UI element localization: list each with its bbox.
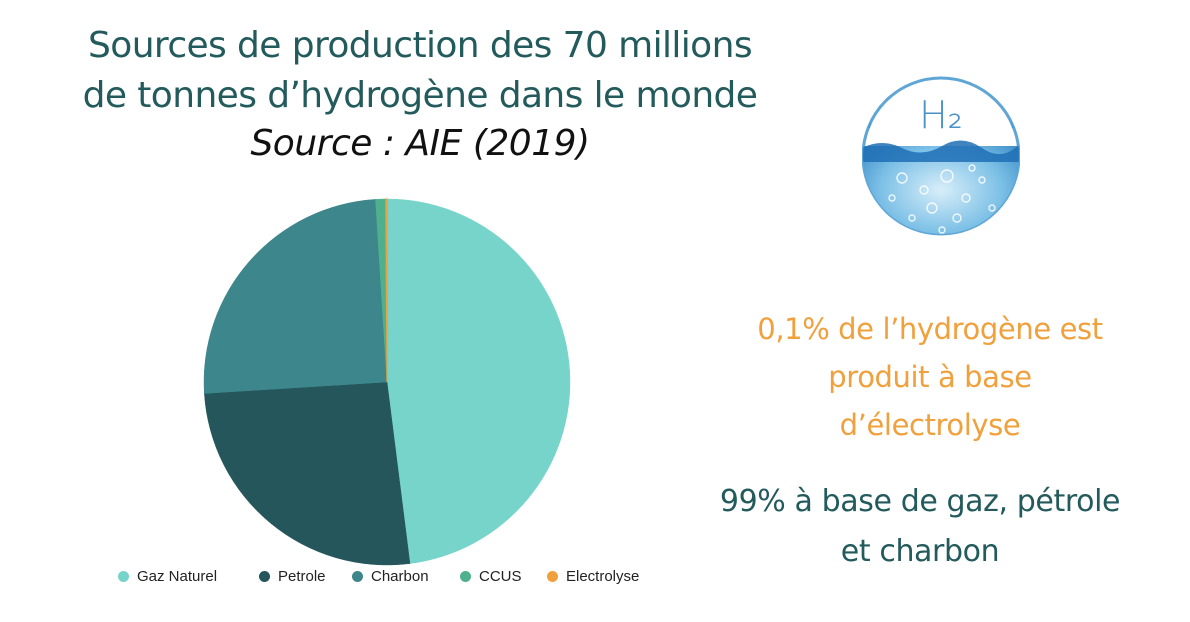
- legend-item-ccus: CCUS: [460, 568, 522, 585]
- electrolyse-note-line3: d’électrolyse: [839, 408, 1021, 442]
- legend-dot-icon: [547, 571, 558, 582]
- chart-title-line2: de tonnes d’hydrogène dans le monde: [82, 75, 758, 116]
- pie-slice-petrole: [204, 381, 411, 566]
- legend-item-electrolyse: Electrolyse: [547, 568, 639, 585]
- fossil-note: 99% à base de gaz, pétrole et charbon: [670, 477, 1170, 577]
- electrolyse-note: 0,1% de l’hydrogène est produit à base d…: [680, 305, 1180, 449]
- legend-label: CCUS: [479, 568, 522, 585]
- chart-title-line1: Sources de production des 70 millions: [88, 25, 753, 66]
- pie-slice-gaz-naturel: [386, 198, 571, 564]
- fossil-note-line1: 99% à base de gaz, pétrole: [719, 484, 1121, 519]
- electrolyse-note-line1: 0,1% de l’hydrogène est: [757, 312, 1103, 346]
- legend-item-gaz-naturel: Gaz Naturel: [118, 568, 217, 585]
- legend-label: Electrolyse: [566, 568, 640, 585]
- pie-slice-charbon: [203, 199, 388, 394]
- legend-label: Petrole: [278, 568, 326, 585]
- hydrogen-logo-icon: H₂: [862, 76, 1020, 236]
- h2-label: H₂: [919, 93, 963, 137]
- legend-label: Gaz Naturel: [137, 568, 218, 585]
- pie-chart: [203, 198, 571, 566]
- legend-label: Charbon: [371, 568, 429, 585]
- legend-dot-icon: [259, 571, 270, 582]
- legend-item-charbon: Charbon: [352, 568, 429, 585]
- fossil-note-line2: et charbon: [840, 534, 1000, 569]
- pie-slice-electrolyse: [385, 198, 388, 383]
- electrolyse-note-line2: produit à base: [828, 360, 1032, 394]
- chart-source: Source : AIE (2019): [250, 123, 590, 164]
- legend-dot-icon: [118, 571, 129, 582]
- legend-item-petrole: Petrole: [259, 568, 326, 585]
- legend-dot-icon: [460, 571, 471, 582]
- legend-dot-icon: [352, 571, 363, 582]
